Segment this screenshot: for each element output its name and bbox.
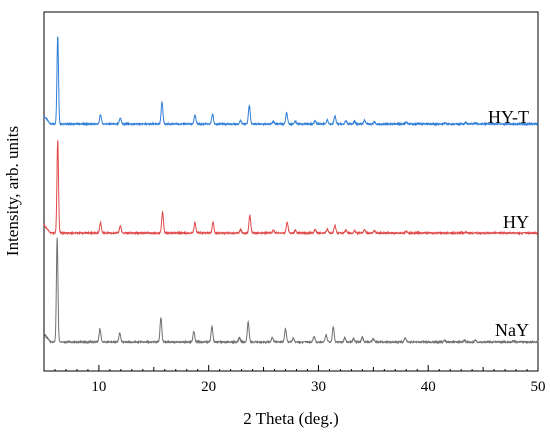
x-tick-label: 40 (421, 379, 436, 395)
x-axis-label: 2 Theta (deg.) (243, 409, 339, 428)
series-line-hy (43, 139, 539, 236)
series-group (43, 36, 539, 345)
x-tick-label: 50 (531, 379, 546, 395)
plot-frame (43, 11, 539, 372)
y-axis-label: Intensity, arb. units (3, 126, 22, 256)
x-tick-label: 20 (201, 379, 216, 395)
series-line-nay (43, 237, 539, 345)
x-tick-label: 10 (91, 379, 106, 395)
x-axis-ticks: 10 20 30 40 50 (43, 365, 546, 395)
series-label-hy-t: HY-T (488, 107, 529, 127)
series-line-hy-t (43, 36, 539, 127)
series-labels: HY-T HY NaY (488, 107, 529, 340)
x-tick-label: 30 (311, 379, 326, 395)
series-label-nay: NaY (495, 320, 529, 340)
series-label-hy: HY (503, 212, 529, 232)
